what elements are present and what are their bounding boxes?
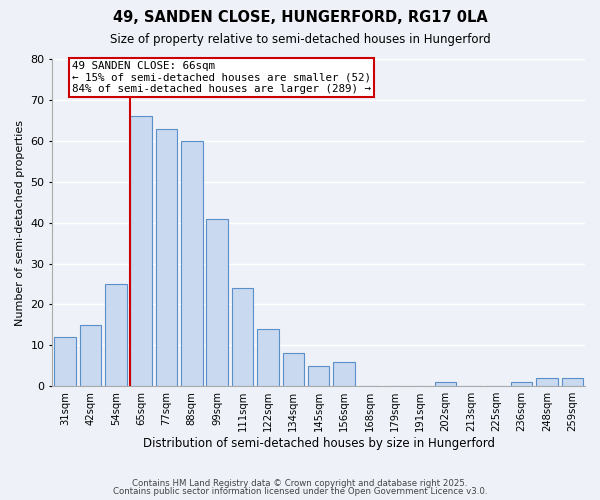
Bar bbox=[308, 366, 329, 386]
Bar bbox=[232, 288, 253, 386]
Bar bbox=[155, 128, 177, 386]
Bar bbox=[511, 382, 532, 386]
X-axis label: Distribution of semi-detached houses by size in Hungerford: Distribution of semi-detached houses by … bbox=[143, 437, 494, 450]
Bar bbox=[181, 141, 203, 386]
Bar bbox=[435, 382, 456, 386]
Bar bbox=[105, 284, 127, 386]
Bar bbox=[80, 325, 101, 386]
Bar bbox=[562, 378, 583, 386]
Text: 49, SANDEN CLOSE, HUNGERFORD, RG17 0LA: 49, SANDEN CLOSE, HUNGERFORD, RG17 0LA bbox=[113, 10, 487, 25]
Text: Contains HM Land Registry data © Crown copyright and database right 2025.: Contains HM Land Registry data © Crown c… bbox=[132, 478, 468, 488]
Y-axis label: Number of semi-detached properties: Number of semi-detached properties bbox=[15, 120, 25, 326]
Text: 49 SANDEN CLOSE: 66sqm
← 15% of semi-detached houses are smaller (52)
84% of sem: 49 SANDEN CLOSE: 66sqm ← 15% of semi-det… bbox=[72, 61, 371, 94]
Text: Contains public sector information licensed under the Open Government Licence v3: Contains public sector information licen… bbox=[113, 488, 487, 496]
Text: Size of property relative to semi-detached houses in Hungerford: Size of property relative to semi-detach… bbox=[110, 32, 490, 46]
Bar bbox=[54, 337, 76, 386]
Bar bbox=[536, 378, 558, 386]
Bar bbox=[257, 329, 279, 386]
Bar bbox=[283, 354, 304, 386]
Bar bbox=[206, 218, 228, 386]
Bar bbox=[130, 116, 152, 386]
Bar bbox=[333, 362, 355, 386]
